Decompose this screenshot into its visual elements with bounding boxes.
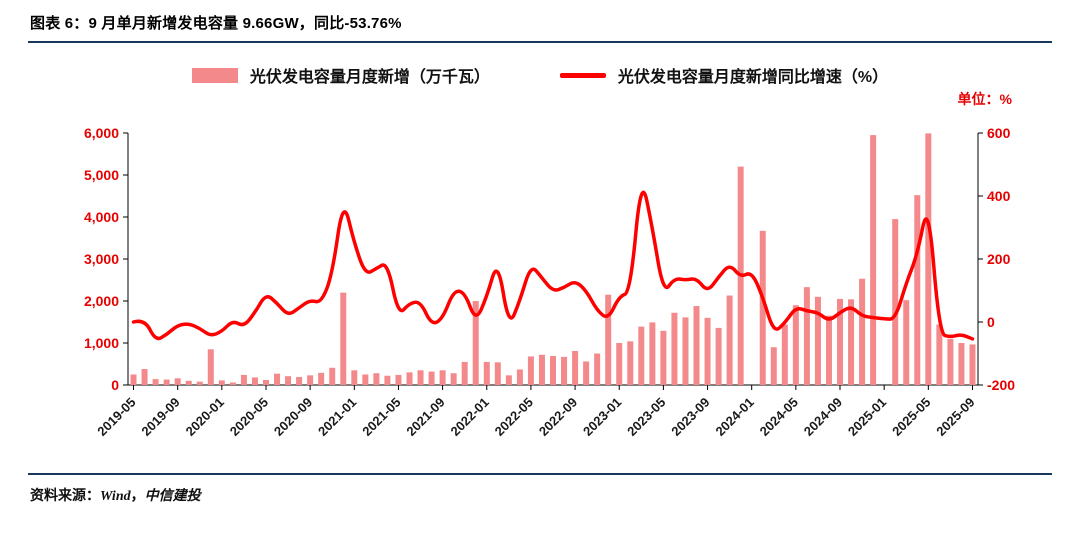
svg-text:2025-01: 2025-01 bbox=[845, 395, 889, 439]
svg-text:2022-01: 2022-01 bbox=[448, 395, 492, 439]
source-organization: 中信建投 bbox=[144, 487, 201, 503]
source-wind: Wind bbox=[100, 489, 131, 504]
svg-text:2021-01: 2021-01 bbox=[315, 395, 359, 439]
svg-text:2021-09: 2021-09 bbox=[403, 395, 447, 439]
svg-text:2022-05: 2022-05 bbox=[492, 395, 536, 439]
svg-text:2025-09: 2025-09 bbox=[933, 395, 977, 439]
chart-legend: 光伏发电容量月度新增（万千瓦） 光伏发电容量月度新增同比增速（%） bbox=[28, 63, 1052, 87]
svg-text:2020-01: 2020-01 bbox=[183, 395, 227, 439]
svg-text:2024-05: 2024-05 bbox=[757, 395, 801, 439]
svg-text:2023-09: 2023-09 bbox=[668, 395, 712, 439]
bar-series-swatch bbox=[191, 67, 238, 83]
line-series-label: 光伏发电容量月度新增同比增速（%） bbox=[617, 69, 889, 86]
svg-text:6,000: 6,000 bbox=[84, 125, 119, 141]
svg-text:4,000: 4,000 bbox=[84, 209, 119, 225]
svg-text:2024-01: 2024-01 bbox=[712, 395, 756, 439]
svg-text:0: 0 bbox=[987, 314, 995, 330]
svg-text:2020-05: 2020-05 bbox=[227, 395, 271, 439]
svg-text:2021-05: 2021-05 bbox=[359, 395, 403, 439]
svg-text:3,000: 3,000 bbox=[84, 251, 119, 267]
top-divider bbox=[28, 41, 1052, 43]
svg-text:2020-09: 2020-09 bbox=[271, 395, 315, 439]
svg-text:2022-09: 2022-09 bbox=[536, 395, 580, 439]
right-axis-unit-label: 单位：% bbox=[957, 91, 1012, 107]
svg-text:2024-09: 2024-09 bbox=[801, 395, 845, 439]
svg-text:1,000: 1,000 bbox=[84, 335, 119, 351]
svg-text:0: 0 bbox=[111, 377, 119, 393]
svg-text:2,000: 2,000 bbox=[84, 293, 119, 309]
svg-text:2023-05: 2023-05 bbox=[624, 395, 668, 439]
legend-item-line: 光伏发电容量月度新增同比增速（%） bbox=[559, 63, 889, 87]
chart-area: 0 1,000 2,000 3,000 4,000 5,000 6,000 -200 0 200 4… bbox=[28, 109, 1052, 467]
svg-text:2019-05: 2019-05 bbox=[94, 395, 138, 439]
svg-text:2023-01: 2023-01 bbox=[580, 395, 624, 439]
chart-title: 图表 6：9 月单月新增发电容量 9.66GW，同比-53.76% bbox=[30, 15, 402, 32]
source-separator: ， bbox=[130, 487, 145, 503]
legend-item-bars: 光伏发电容量月度新增（万千瓦） bbox=[191, 63, 490, 87]
svg-text:2025-05: 2025-05 bbox=[889, 395, 933, 439]
svg-text:200: 200 bbox=[987, 251, 1011, 267]
source-note: 资料来源：Wind，中信建投 bbox=[28, 475, 1052, 505]
bottom-divider bbox=[28, 473, 1052, 475]
svg-text:2019-09: 2019-09 bbox=[138, 395, 182, 439]
source-label: 资料来源： bbox=[30, 487, 100, 503]
svg-text:5,000: 5,000 bbox=[84, 167, 119, 183]
report-chart-page: 图表 6：9 月单月新增发电容量 9.66GW，同比-53.76% 光伏发电容量… bbox=[28, 15, 1052, 505]
svg-text:400: 400 bbox=[987, 188, 1011, 204]
combo-bar-line-chart: 0 1,000 2,000 3,000 4,000 5,000 6,000 -200 0 200 4… bbox=[84, 125, 1015, 439]
bar-series-label: 光伏发电容量月度新增（万千瓦） bbox=[249, 69, 490, 86]
svg-text:600: 600 bbox=[987, 125, 1011, 141]
line-series-swatch bbox=[559, 72, 606, 78]
svg-text:-200: -200 bbox=[987, 377, 1015, 393]
